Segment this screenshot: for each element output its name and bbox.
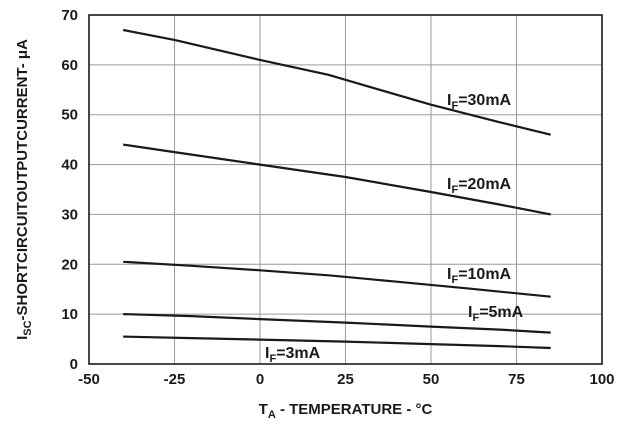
y-tick-label: 10	[61, 306, 78, 323]
series-line	[122, 28, 551, 136]
y-tick-label: 40	[61, 157, 78, 174]
y-tick-label: 60	[61, 57, 78, 74]
y-axis-title: ISC-SHORTCIRCUITOUTPUTCURRENT- μA	[14, 39, 34, 340]
series-label: IF=20mA	[447, 176, 512, 196]
y-tick-label: 50	[61, 107, 78, 124]
x-tick-label: 100	[589, 371, 614, 388]
series-lines	[122, 28, 551, 350]
series-label: IF=5mA	[468, 304, 524, 324]
y-tick-label: 20	[61, 256, 78, 273]
series-label: IF=10mA	[447, 266, 512, 286]
series-label: IF=3mA	[265, 345, 321, 365]
series-labels: IF=30mA IF=20mA IF=10mA IF=5mA IF=3mA	[265, 92, 524, 365]
x-tick-labels: -50 -25 0 25 50 75 100	[78, 371, 614, 388]
plot-frame	[88, 14, 603, 365]
y-tick-labels: 0 10 20 30 40 50 60 70	[61, 7, 78, 373]
grid-lines	[89, 15, 602, 364]
series-line	[123, 260, 551, 298]
x-tick-label: -25	[164, 371, 186, 388]
series-line	[123, 313, 551, 334]
y-tick-label: 30	[61, 206, 78, 223]
x-tick-label: 50	[423, 371, 440, 388]
x-tick-label: 75	[508, 371, 525, 388]
y-tick-label: 0	[70, 356, 78, 373]
series-line	[123, 143, 551, 216]
series-line	[123, 335, 551, 350]
series-label: IF=30mA	[447, 92, 512, 112]
y-tick-label: 70	[61, 7, 78, 24]
x-tick-label: 0	[256, 371, 264, 388]
x-tick-label: 25	[337, 371, 354, 388]
x-tick-label: -50	[78, 371, 100, 388]
x-axis-title: TA - TEMPERATURE - °C	[259, 401, 433, 421]
